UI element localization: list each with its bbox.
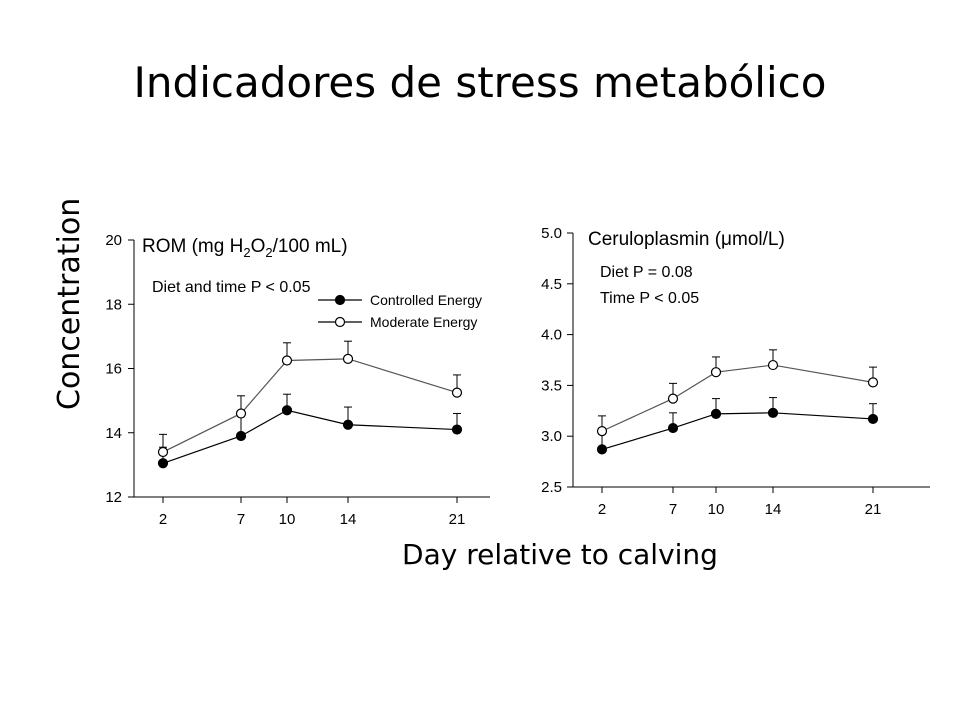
x-tick-label: 21: [449, 511, 466, 528]
data-point-moderate: [667, 393, 679, 404]
data-point-moderate: [451, 387, 463, 398]
x-tick-label: 2: [598, 501, 606, 518]
data-point-controlled: [767, 407, 779, 418]
x-tick-label: 14: [765, 501, 782, 518]
chart-annotation: Diet P = 0.08: [600, 264, 693, 281]
y-tick-label: 3.0: [541, 428, 562, 445]
x-tick-label: 14: [340, 511, 357, 528]
series-line-controlled: [601, 412, 874, 450]
y-tick-label: 12: [105, 489, 122, 506]
data-point-controlled: [451, 424, 463, 435]
chart-annotation: Diet and time P < 0.05: [152, 279, 311, 296]
data-point-moderate: [867, 377, 879, 388]
x-tick-label: 21: [865, 501, 882, 518]
y-tick-label: 2.5: [541, 479, 562, 496]
legend-label: Moderate Energy: [370, 314, 477, 330]
data-point-moderate: [596, 426, 608, 437]
y-tick-label: 5.0: [541, 225, 562, 242]
series-line-moderate: [601, 364, 874, 432]
data-point-moderate: [342, 353, 354, 364]
data-point-controlled: [867, 413, 879, 425]
data-point-moderate: [281, 355, 293, 366]
data-point-moderate: [767, 359, 779, 371]
data-point-controlled: [157, 458, 169, 469]
legend-marker: [334, 294, 346, 306]
chart-title: ROM (mg H2O2/100 mL): [142, 236, 348, 260]
x-tick-label: 7: [669, 501, 677, 518]
chart-title: Ceruloplasmin (μmol/L): [588, 229, 785, 250]
data-point-controlled: [342, 419, 354, 430]
y-tick-label: 18: [105, 296, 122, 313]
chart-0: 12 14 16 18 20 2 7 10 14 21 ROM (mg H2O2/100 mL) Di…: [105, 232, 490, 528]
chart-1: 2.5 3.0 3.5 4.0 4.5 5.0 2 7 10 14 21 Ceruloplasmin …: [541, 225, 930, 518]
x-tick-label: 10: [708, 501, 725, 518]
y-tick-label: 20: [105, 232, 122, 249]
data-point-moderate: [157, 446, 169, 458]
x-tick-label: 2: [159, 511, 167, 528]
y-tick-label: 4.0: [541, 327, 562, 344]
data-point-controlled: [235, 430, 247, 442]
y-tick-label: 16: [105, 361, 122, 378]
data-point-controlled: [667, 422, 679, 434]
series-line-controlled: [162, 409, 458, 464]
data-point-controlled: [596, 444, 608, 455]
chart-annotation: Time P < 0.05: [600, 290, 699, 307]
legend-marker: [334, 316, 346, 328]
x-axis-label: Day relative to calving: [402, 538, 718, 571]
data-point-controlled: [710, 408, 722, 419]
data-point-controlled: [281, 405, 293, 416]
series-line-moderate: [162, 358, 458, 453]
y-tick-label: 14: [105, 425, 122, 442]
x-tick-label: 7: [237, 511, 245, 528]
legend-label: Controlled Energy: [370, 292, 482, 308]
data-point-moderate: [710, 367, 722, 378]
data-point-moderate: [235, 408, 247, 419]
slide-title: Indicadores de stress metabólico: [133, 58, 827, 107]
y-tick-label: 3.5: [541, 377, 562, 394]
x-tick-label: 10: [279, 511, 296, 528]
y-tick-label: 4.5: [541, 276, 562, 293]
